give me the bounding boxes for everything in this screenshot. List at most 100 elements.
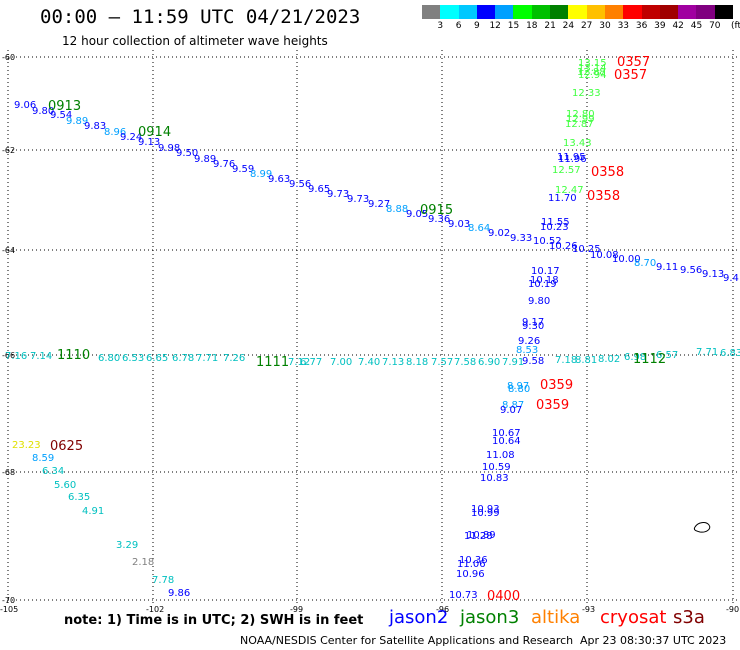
scale-swatch	[568, 5, 587, 19]
legend-jason3: jason3	[460, 607, 520, 628]
pass-time-label: 0625	[50, 439, 83, 454]
scale-swatch	[531, 5, 551, 19]
wave-height-label: 9.27	[368, 199, 390, 210]
scale-label: 18	[526, 21, 538, 31]
scale-label: 15	[507, 21, 520, 31]
wave-height-label: 9.65	[308, 184, 330, 195]
wave-height-label: 12.33	[572, 88, 601, 99]
wave-height-label: 9.89	[66, 116, 88, 127]
wave-height-label: 6.83	[720, 348, 740, 359]
wave-height-label: 9.58	[522, 356, 544, 367]
pass-time-label: 0358	[591, 165, 624, 180]
scale-swatch	[678, 5, 697, 19]
wave-height-label: 8.99	[250, 169, 272, 180]
legend-cryosat: cryosat	[600, 607, 667, 628]
wave-height-label: 7.26	[223, 353, 245, 364]
wave-height-label: 7.14	[30, 351, 52, 362]
scale-label: 36	[635, 21, 648, 31]
scale-swatch	[623, 5, 642, 19]
wave-height-label: 8.97	[507, 381, 529, 392]
wave-height-label: 8.81	[575, 355, 597, 366]
wave-height-label: 6.78	[172, 353, 194, 364]
pass-time-label: 0913	[48, 99, 81, 114]
wave-height-label: 10.26	[549, 241, 578, 252]
wave-height-label: 11.96	[558, 154, 587, 165]
wave-height-label: 23.23	[12, 440, 41, 451]
wave-height-label: 12.87	[565, 119, 594, 130]
wave-height-label: 12.99	[566, 114, 595, 125]
wave-height-label: 10.93	[471, 504, 500, 515]
wave-height-label: 9.86	[168, 588, 190, 599]
wave-height-label: 10.23	[540, 222, 569, 233]
pass-time-label: 0357	[617, 55, 650, 70]
wave-height-label: 9.98	[158, 143, 180, 154]
coastline	[693, 522, 711, 533]
wave-height-label: 11.28	[464, 531, 493, 542]
axis-labels: -60 -62 -64 -66 -68 -70-105 -102 -99 -96 -93 -90	[0, 53, 739, 614]
wave-height-label: 8.87	[502, 400, 524, 411]
wave-height-label: 11.70	[548, 193, 577, 204]
wave-height-label: 9.06	[14, 100, 36, 111]
scale-label: 39	[654, 21, 666, 31]
wave-height-label: 12.88	[577, 67, 606, 78]
wave-height-label: 8.59	[32, 453, 54, 464]
wave-height-label: 10.00	[612, 254, 641, 265]
scale-label: 33	[617, 21, 630, 31]
scale-label: 24	[562, 21, 575, 31]
pass-time-label: 0359	[540, 378, 573, 393]
wave-height-label: 9.56	[680, 265, 702, 276]
wave-height-label: 10.17	[531, 266, 560, 277]
scale-label: 6	[455, 21, 462, 31]
wave-height-label: 9.50	[176, 148, 198, 159]
latitude-tick-label: -60	[2, 53, 15, 62]
wave-height-label: 12.94	[578, 70, 607, 81]
wave-height-label: 9.17	[522, 317, 544, 328]
pass-time-label: 1112	[633, 352, 666, 367]
wave-height-label: 10.59	[482, 462, 511, 473]
legend-jason2: jason2	[389, 607, 449, 628]
latitude-tick-label: -70	[2, 596, 15, 605]
wave-height-label: 6.35	[68, 492, 90, 503]
color-scale-labels: 3 6 9 12 15 18 21 24 27 30 33 36 39 42 45 70	[422, 21, 740, 33]
pass-time-label: 0914	[138, 125, 171, 140]
wave-height-label: 8.96	[104, 127, 126, 138]
wave-height-label: 10.19	[528, 279, 557, 290]
wave-height-label: 9.63	[268, 174, 290, 185]
wave-height-label: 9.59	[232, 164, 254, 175]
scale-swatch	[422, 5, 441, 19]
scale-swatch	[659, 5, 679, 19]
scale-label: 42	[672, 21, 684, 31]
scale-label: 12	[489, 21, 501, 31]
scale-swatch	[513, 5, 532, 19]
wave-height-label: 10.08	[590, 250, 619, 261]
scale-swatch	[550, 5, 569, 19]
map-title: 00:00 – 11:59 UTC 04/21/2023	[40, 6, 361, 28]
scale-label: 45	[690, 21, 703, 31]
wave-height-label: 7.16	[5, 351, 27, 362]
pass-time-label: 0358	[587, 189, 620, 204]
pass-time-label: 0359	[536, 398, 569, 413]
wave-height-label: 8.70	[634, 258, 656, 269]
wave-height-label: 9.80	[528, 296, 550, 307]
wave-height-label: 9.03	[448, 219, 470, 230]
wave-height-label: 7.12	[288, 357, 310, 368]
map-grid	[7, 50, 740, 605]
legend-s3a: s3a	[673, 607, 705, 628]
wave-height-label: 11.06	[457, 559, 486, 570]
wave-height-label: 9.26	[518, 336, 540, 347]
wave-height-label: 9.89	[194, 154, 216, 165]
wave-height-label: 6.98	[624, 352, 646, 363]
wave-height-label: 13.43	[563, 138, 592, 149]
wave-height-label: 7.40	[358, 357, 380, 368]
wave-height-label: 6.65	[146, 353, 168, 364]
wave-height-label: 9.05	[406, 209, 428, 220]
scale-label: 30	[599, 21, 611, 31]
island-outline	[693, 522, 711, 533]
wave-height-label: 10.99	[471, 508, 500, 519]
wave-height-label: 12.80	[566, 109, 595, 120]
wave-height-label: 7.58	[454, 357, 476, 368]
wave-height-label: 9.54	[50, 110, 72, 121]
wave-height-label: 3.29	[116, 540, 138, 551]
wave-height-label: 4.91	[82, 506, 104, 517]
